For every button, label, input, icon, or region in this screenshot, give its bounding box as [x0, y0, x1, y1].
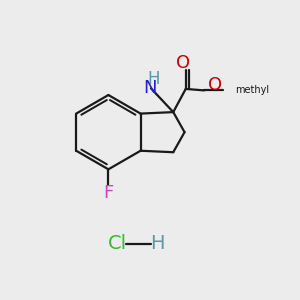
- Text: N: N: [144, 79, 157, 97]
- Text: Cl: Cl: [108, 234, 127, 253]
- Text: methyl: methyl: [235, 85, 269, 95]
- Text: F: F: [103, 184, 113, 202]
- Text: O: O: [176, 54, 190, 72]
- Text: O: O: [208, 76, 222, 94]
- Text: H: H: [150, 234, 165, 253]
- Text: H: H: [147, 70, 160, 88]
